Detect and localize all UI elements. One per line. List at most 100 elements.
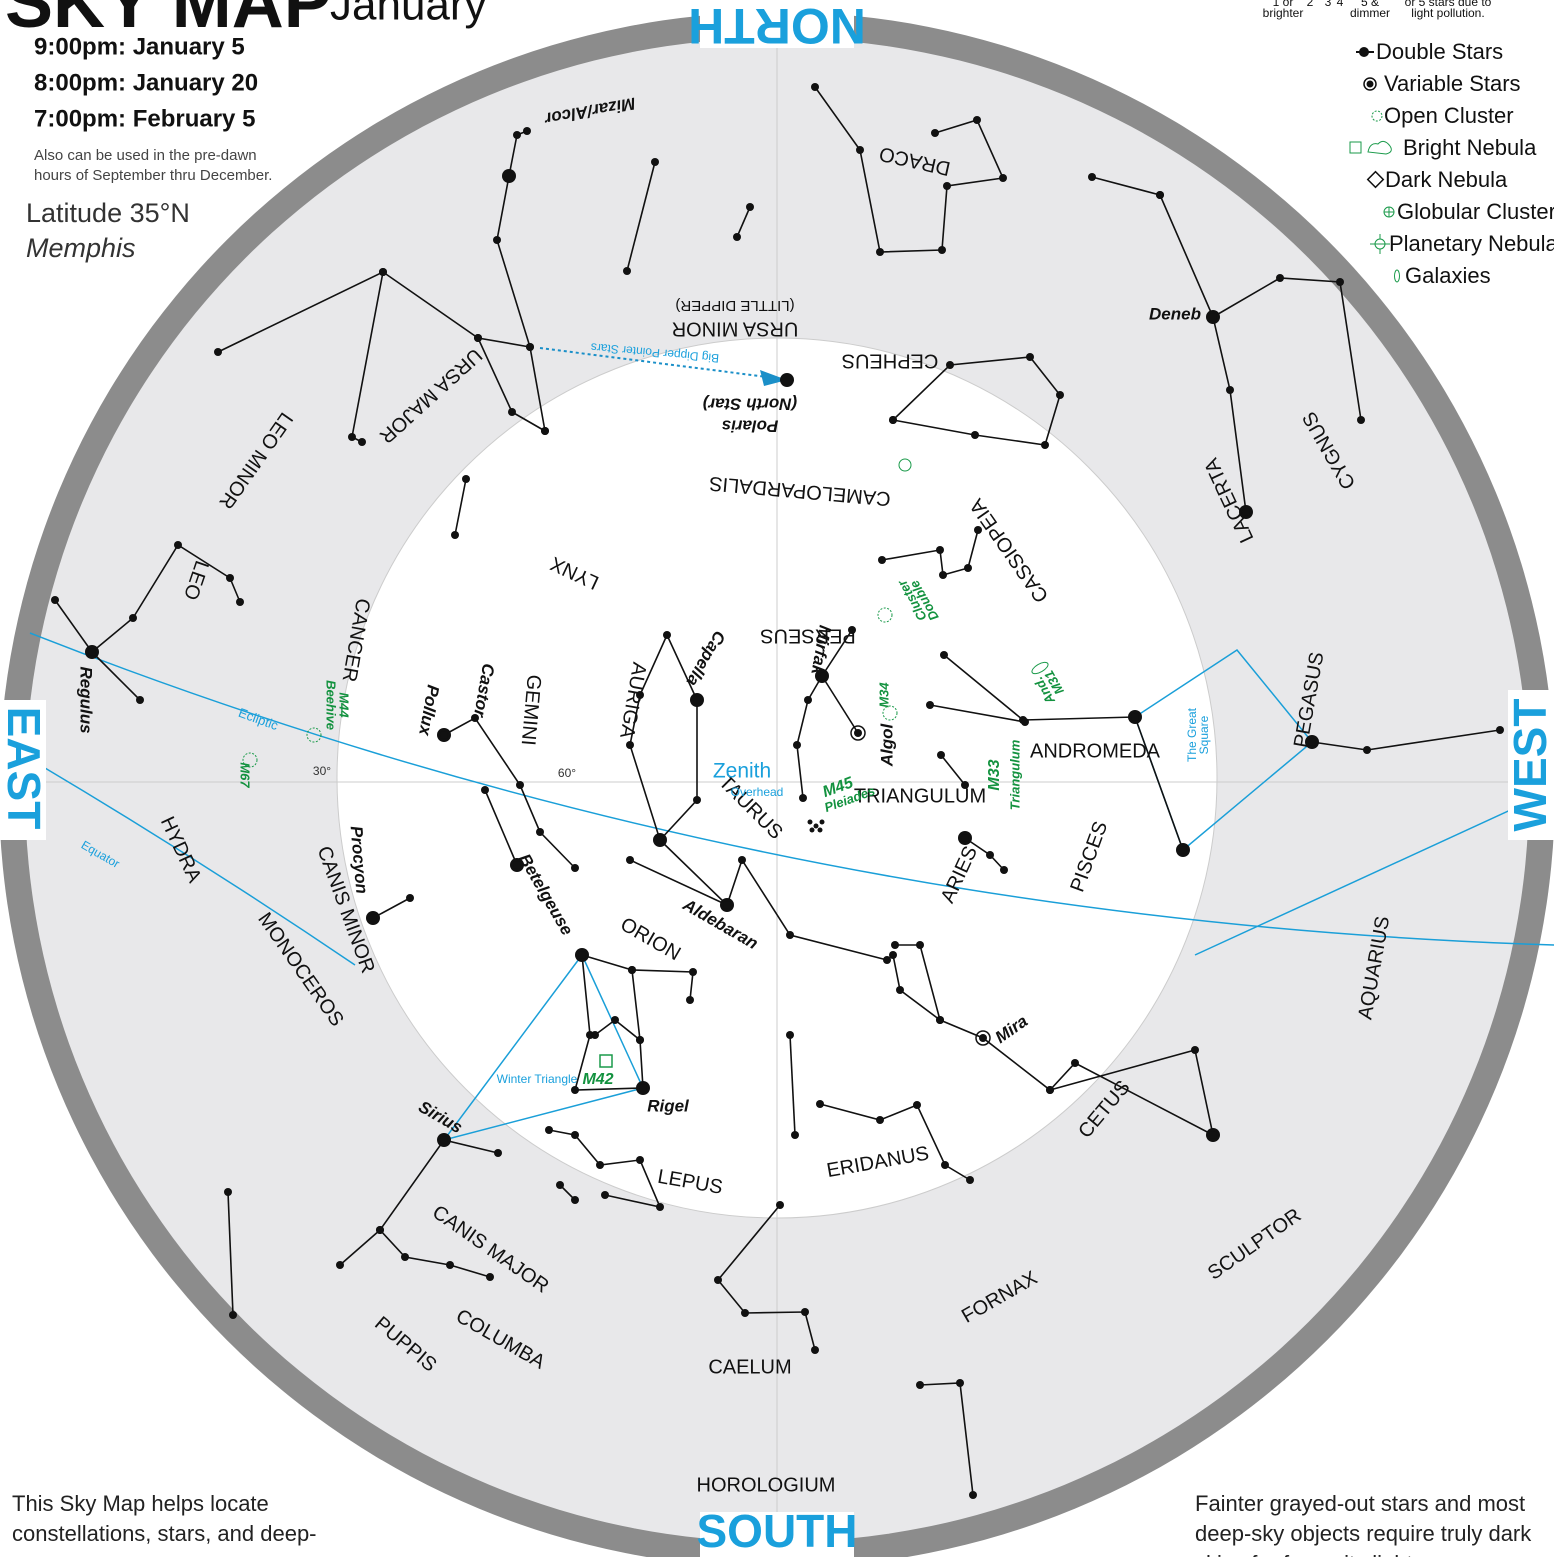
direction: SOUTH — [697, 1505, 858, 1557]
month: January — [330, 0, 487, 30]
star — [1071, 1059, 1079, 1067]
star — [741, 1309, 749, 1317]
star-name: Algol — [877, 722, 896, 767]
constellation-name: ANDROMEDA — [1030, 740, 1161, 762]
constellation-name: CEPHEUS — [842, 350, 939, 372]
star — [462, 475, 470, 483]
star — [856, 146, 864, 154]
star — [738, 856, 746, 864]
star — [854, 729, 862, 737]
star — [1026, 353, 1034, 361]
star — [804, 696, 812, 704]
time: 8:00pm: January 20 — [34, 69, 258, 96]
star — [1191, 1046, 1199, 1054]
star — [876, 248, 884, 256]
legend-item: Bright Nebula — [1403, 135, 1537, 160]
star — [979, 1034, 987, 1042]
star — [1209, 1131, 1217, 1139]
star — [786, 1031, 794, 1039]
star — [513, 131, 521, 139]
star — [714, 1276, 722, 1284]
object-label: M42 — [582, 1071, 613, 1088]
star — [956, 1379, 964, 1387]
star — [799, 794, 807, 802]
star — [1363, 746, 1371, 754]
star — [486, 1273, 494, 1281]
star — [571, 864, 579, 872]
star — [348, 433, 356, 441]
star — [913, 1101, 921, 1109]
star — [1088, 173, 1096, 181]
star — [651, 158, 659, 166]
star — [1131, 713, 1139, 721]
star — [889, 951, 897, 959]
star — [174, 541, 182, 549]
star — [916, 941, 924, 949]
city: Memphis — [26, 233, 136, 263]
direction: EAST — [0, 707, 50, 830]
star — [986, 851, 994, 859]
star — [916, 1381, 924, 1389]
star — [939, 571, 947, 579]
star — [571, 1196, 579, 1204]
star-name: Polaris — [722, 417, 779, 436]
star — [878, 556, 886, 564]
star — [816, 1100, 824, 1108]
planetary-nebula-symbol — [1370, 234, 1390, 254]
star — [693, 696, 701, 704]
star — [1156, 191, 1164, 199]
star — [801, 1308, 809, 1316]
constellation-name: CAELUM — [708, 1356, 791, 1378]
star — [336, 1261, 344, 1269]
star — [578, 951, 586, 959]
annotation: 60° — [558, 766, 576, 780]
star — [656, 1203, 664, 1211]
star — [571, 1086, 579, 1094]
direction: WEST — [1504, 699, 1554, 832]
star — [1336, 278, 1344, 286]
object-label: M34 — [876, 682, 891, 708]
star — [973, 116, 981, 124]
star — [596, 1161, 604, 1169]
star — [937, 751, 945, 759]
variable-star-symbol — [1367, 81, 1374, 88]
star — [1276, 274, 1284, 282]
star — [1209, 313, 1217, 321]
object-label: Triangulum — [1007, 739, 1022, 810]
annotation: Square — [1197, 715, 1211, 754]
star — [639, 1084, 647, 1092]
sky-map: SKY MAPJanuary9:00pm: January 58:00pm: J… — [0, 0, 1554, 1557]
star — [556, 1181, 564, 1189]
annotation: Winter Triangle — [497, 1072, 578, 1086]
star — [51, 596, 59, 604]
star — [961, 834, 969, 842]
star — [936, 546, 944, 554]
star — [926, 701, 934, 709]
page: { "header": { "title": "SKY MAP", "month… — [0, 0, 1554, 1557]
star — [224, 1188, 232, 1196]
star — [746, 203, 754, 211]
pleiades-star — [818, 828, 823, 833]
star — [1046, 1086, 1054, 1094]
constellation-name: (LITTLE DIPPER) — [675, 297, 794, 314]
footer-text: This Sky Map helps locate — [12, 1491, 269, 1516]
star — [545, 1126, 553, 1134]
star — [656, 836, 664, 844]
star — [689, 968, 697, 976]
star — [536, 828, 544, 836]
star — [541, 427, 549, 435]
star — [1000, 866, 1008, 874]
star — [636, 1156, 644, 1164]
star — [966, 1176, 974, 1184]
bright-nebula-symbol — [1368, 141, 1391, 154]
magnitude-label: 4 — [1337, 0, 1344, 9]
star — [628, 966, 636, 974]
note: hours of September thru December. — [34, 167, 272, 184]
star — [1041, 441, 1049, 449]
star — [358, 438, 366, 446]
star — [889, 416, 897, 424]
magnitude-label: 3 — [1325, 0, 1332, 9]
time: 9:00pm: January 5 — [34, 33, 245, 60]
annotation: Zenith — [713, 760, 771, 783]
open-cluster-symbol — [1372, 111, 1382, 121]
